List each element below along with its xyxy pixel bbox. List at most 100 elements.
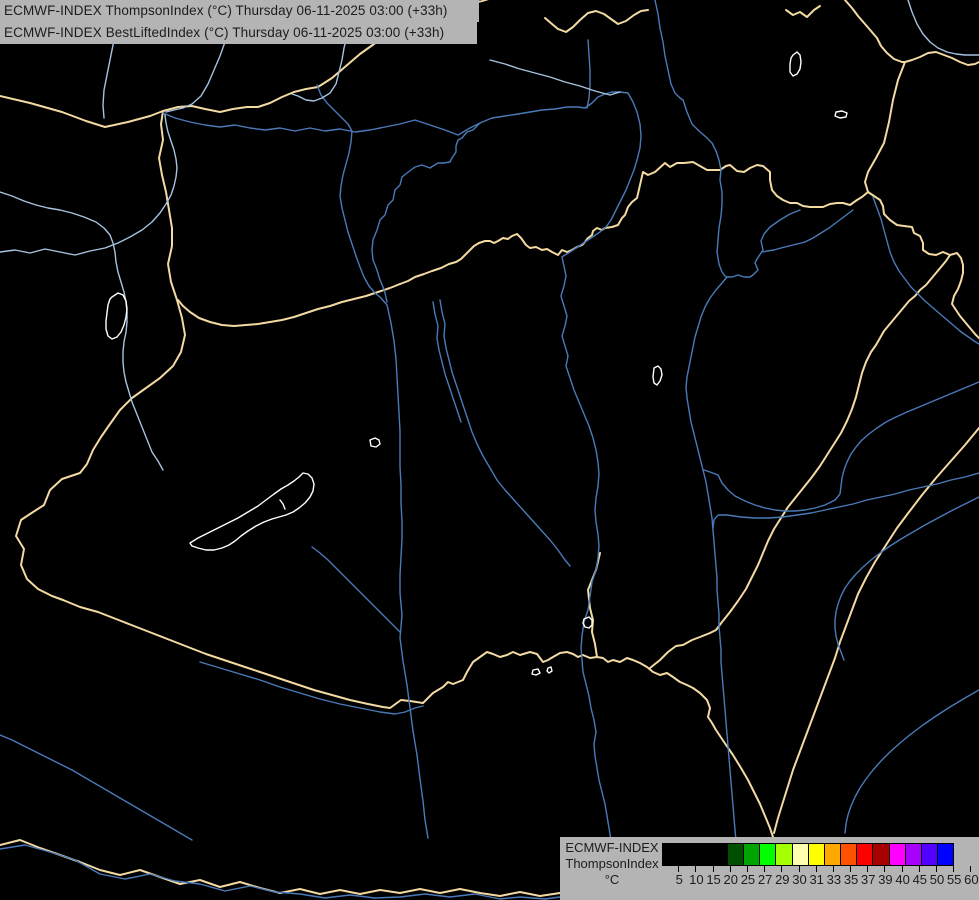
legend-color-cell: [742, 843, 761, 866]
legend-color-cell: [856, 843, 874, 866]
legend-tick-label: 55: [946, 872, 962, 887]
river-path: [844, 689, 979, 834]
lake-outline: [652, 365, 663, 386]
legend-tick-label: 60: [964, 872, 979, 887]
lake-outline: [546, 666, 553, 674]
country-border-path: [949, 252, 979, 339]
country-border-path: [844, 0, 979, 66]
legend-tick: [765, 866, 783, 872]
legend-color-cell: [921, 843, 939, 866]
legend-tick: [748, 866, 766, 872]
river-path-light: [0, 114, 178, 256]
legend-tick-label: 45: [912, 872, 928, 887]
lake-outline: [531, 668, 541, 676]
legend-tick-label: 25: [740, 872, 756, 887]
legend-tick-label: 33: [826, 872, 842, 887]
legend-unit: °C: [604, 872, 620, 887]
legend-color-cell: [775, 843, 793, 866]
country-border-path: [15, 110, 186, 601]
legend-panel: ECMWF-INDEX ThompsonIndex °C 5 10 15 20 25 27…: [560, 837, 979, 900]
legend-tick-label: 30: [792, 872, 807, 887]
river-path: [316, 84, 429, 839]
river-path: [311, 546, 401, 633]
legend-tick: [731, 866, 748, 872]
legend-color-cell: [937, 843, 955, 866]
legend-colorbar: [662, 843, 974, 866]
legend-tick: [679, 866, 697, 872]
river-path-light: [489, 59, 621, 96]
legend-ticks: [662, 866, 974, 872]
river-path: [712, 472, 979, 529]
river-path: [685, 209, 801, 841]
lakes: [105, 51, 848, 676]
legend-color-cell: [710, 843, 728, 866]
legend-color-cell: [823, 843, 842, 866]
legend-tick: [696, 866, 714, 872]
legend-tick: [714, 866, 731, 872]
country-border-path: [544, 9, 649, 33]
lake-outline: [369, 437, 381, 448]
lake-outline: [582, 616, 593, 629]
legend-color-cell: [840, 843, 858, 866]
country-border-path: [649, 191, 951, 669]
legend-tick: [800, 866, 817, 872]
river-path: [703, 381, 979, 512]
country-border-path: [399, 161, 869, 285]
legend-tick-label: 37: [861, 872, 876, 887]
legend-tick: [817, 866, 834, 872]
legend-tick-label: 31: [809, 872, 824, 887]
legend-tick-labels: 5 10 15 20 25 27 29 30 31 33 35 37 39 40 45 50 55 60: [671, 872, 979, 887]
legend-tick-label: 35: [843, 872, 859, 887]
legend-tick: [954, 866, 972, 872]
river-path: [586, 39, 591, 109]
legend-tick-label: 39: [878, 872, 893, 887]
legend-tick-label: 20: [723, 872, 738, 887]
river-path: [199, 661, 424, 715]
legend-colorbar-wrap: 5 10 15 20 25 27 29 30 31 33 35 37 39 40 45 50 55 60: [662, 843, 979, 887]
legend-title: ECMWF-INDEX: [565, 840, 659, 855]
river-path: [0, 734, 193, 841]
country-border-path: [177, 283, 401, 327]
river-path: [439, 299, 571, 567]
river-path: [682, 99, 728, 278]
legend-tick-label: 29: [775, 872, 790, 887]
legend-color-cell: [791, 843, 809, 866]
country-border-path: [62, 599, 778, 851]
legend-tick-label: 40: [895, 872, 910, 887]
legend-color-cell: [904, 843, 922, 866]
legend-subtitle: ThompsonIndex: [565, 856, 659, 871]
legend-color-cell: [888, 843, 906, 866]
legend-color-cell: [872, 843, 890, 866]
river-path: [654, 0, 684, 101]
legend-tick: [885, 866, 903, 872]
legend-tick: [903, 866, 920, 872]
legend-color-cell: [759, 843, 777, 866]
river-path: [762, 209, 854, 253]
lake-outline: [834, 110, 848, 119]
lake-outline: [279, 499, 286, 510]
river-path: [432, 301, 462, 423]
legend-tick: [851, 866, 869, 872]
lake-outline: [789, 51, 802, 77]
legend-tick: [662, 866, 680, 872]
legend-tick: [834, 866, 852, 872]
country-border-path: [773, 427, 979, 834]
river-path-light: [907, 0, 979, 56]
legend-tick: [782, 866, 800, 872]
legend-tick-label: 27: [757, 872, 773, 887]
river-path: [371, 122, 481, 303]
legend-tick: [920, 866, 937, 872]
legend-color-cell: [694, 843, 712, 866]
country-border-path: [0, 95, 164, 128]
legend-text-block: ECMWF-INDEX ThompsonIndex °C: [562, 840, 662, 888]
legend-tick-label: 15: [706, 872, 721, 887]
river-path: [162, 91, 642, 851]
legend-color-cell: [678, 843, 696, 866]
legend-tick: [868, 866, 886, 872]
legend-color-cell: [726, 843, 744, 866]
